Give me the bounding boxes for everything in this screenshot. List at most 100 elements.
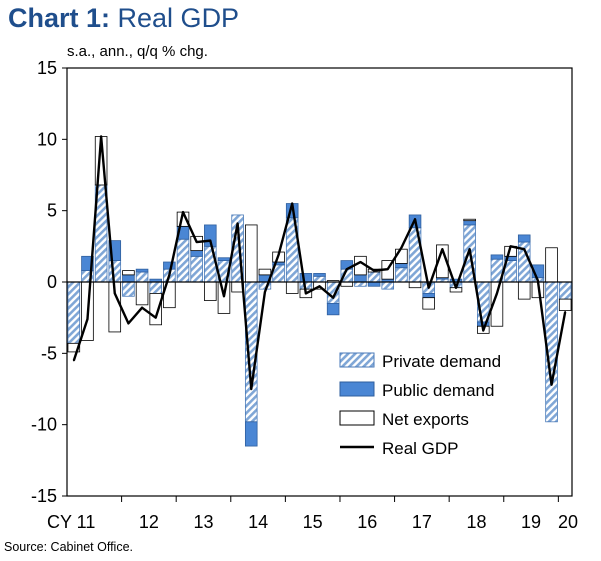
x-tick-label: 18	[466, 512, 486, 532]
point-real-gdp	[386, 268, 389, 271]
bar-public-demand	[517, 234, 531, 243]
legend-label: Public demand	[382, 381, 494, 400]
y-tick-label: 5	[47, 201, 57, 221]
point-real-gdp	[496, 292, 498, 295]
bar-public-demand	[204, 224, 217, 247]
bar-public-demand	[163, 261, 176, 270]
bar-net-exports	[408, 281, 422, 289]
bar-public-demand	[244, 421, 258, 447]
y-tick-label: -5	[41, 343, 57, 363]
bar-net-exports	[436, 244, 449, 279]
y-tick-label: 15	[37, 58, 57, 78]
bar-net-exports	[204, 281, 217, 301]
y-tick-label: -10	[31, 415, 57, 435]
x-tick-label: 12	[139, 512, 159, 532]
bar-private-demand	[67, 281, 81, 344]
point-real-gdp	[141, 306, 143, 309]
bar-net-exports	[244, 224, 258, 283]
bar-private-demand	[176, 238, 190, 283]
bar-private-demand	[354, 281, 367, 287]
bar-net-exports	[463, 218, 476, 222]
point-real-gdp	[236, 222, 239, 225]
bar-net-exports	[340, 281, 354, 287]
bar-private-demand	[135, 271, 149, 283]
x-tick-label: 17	[412, 512, 432, 532]
legend-label: Private demand	[382, 352, 501, 371]
x-tick-label: 16	[357, 512, 377, 532]
point-real-gdp	[523, 248, 526, 251]
point-real-gdp	[550, 383, 553, 386]
point-real-gdp	[509, 245, 512, 248]
legend-label: Real GDP	[382, 439, 459, 458]
bar-private-demand	[108, 260, 122, 283]
point-real-gdp	[373, 269, 375, 272]
point-real-gdp	[72, 359, 75, 362]
bar-public-demand	[190, 250, 203, 257]
point-real-gdp	[168, 273, 171, 276]
y-tick-label: 10	[37, 129, 57, 149]
bar-public-demand	[367, 281, 381, 287]
bar-public-demand	[422, 293, 435, 299]
bar-public-demand	[354, 274, 367, 283]
bar-net-exports	[135, 281, 149, 306]
bar-net-exports	[149, 293, 162, 326]
point-real-gdp	[536, 279, 539, 282]
bar-private-demand	[381, 281, 395, 290]
legend: Private demand Public demand Net exports Re…	[339, 352, 501, 458]
bar-public-demand	[490, 254, 504, 260]
x-tick-label: 20	[558, 512, 578, 532]
bar-public-demand	[463, 220, 476, 226]
point-real-gdp	[277, 253, 280, 256]
bar-private-demand	[313, 275, 326, 283]
bar-public-demand	[395, 263, 408, 269]
bar-private-demand	[204, 245, 217, 283]
bar-public-demand	[313, 273, 326, 277]
bar-public-demand	[108, 240, 122, 261]
bar-net-exports	[517, 281, 531, 300]
bar-public-demand	[217, 257, 231, 262]
plot-area: 15 10 5 0 -5 -10 -15 CY 11 12 13 14 15 16 17 18 19 20	[31, 58, 578, 532]
x-tick-label: 13	[193, 512, 213, 532]
bar-net-exports	[67, 342, 81, 353]
point-real-gdp	[400, 246, 403, 249]
point-real-gdp	[304, 292, 307, 295]
bar-private-demand	[190, 255, 203, 283]
bar-private-demand	[395, 267, 408, 283]
point-real-gdp	[468, 248, 471, 251]
bar-net-exports	[545, 247, 558, 283]
legend-swatch-public-demand	[339, 381, 375, 397]
bar-public-demand	[299, 273, 313, 283]
point-real-gdp	[359, 261, 362, 263]
bar-public-demand	[122, 274, 135, 283]
point-real-gdp	[154, 316, 157, 319]
legend-label: Net exports	[382, 410, 469, 429]
point-real-gdp	[414, 218, 416, 221]
point-real-gdp	[86, 318, 89, 320]
chart-title: Chart 1: Real GDP	[8, 2, 239, 34]
x-tick-label: 15	[303, 512, 323, 532]
x-tick-label: 19	[521, 512, 541, 532]
point-real-gdp	[100, 135, 103, 138]
point-real-gdp	[195, 241, 198, 243]
point-real-gdp	[455, 286, 457, 289]
point-real-gdp	[441, 248, 444, 251]
point-real-gdp	[127, 322, 130, 325]
point-real-gdp	[427, 286, 430, 289]
bar-net-exports	[285, 281, 299, 294]
legend-swatch-private-demand	[339, 352, 375, 368]
legend-swatch-net-exports	[339, 410, 375, 426]
point-real-gdp	[332, 296, 335, 299]
point-real-gdp	[250, 388, 253, 390]
chart-title-text: Real GDP	[117, 3, 240, 33]
x-tick-label: CY 11	[47, 512, 95, 532]
y-tick-label: 0	[47, 272, 57, 292]
unit-label: s.a., ann., q/q % chg.	[67, 43, 208, 60]
point-real-gdp	[345, 268, 348, 271]
point-real-gdp	[223, 295, 225, 298]
bar-private-demand	[558, 281, 572, 300]
point-real-gdp	[564, 311, 567, 313]
x-tick-label: 14	[248, 512, 268, 532]
point-real-gdp	[482, 329, 485, 332]
bar-net-exports	[217, 281, 231, 314]
